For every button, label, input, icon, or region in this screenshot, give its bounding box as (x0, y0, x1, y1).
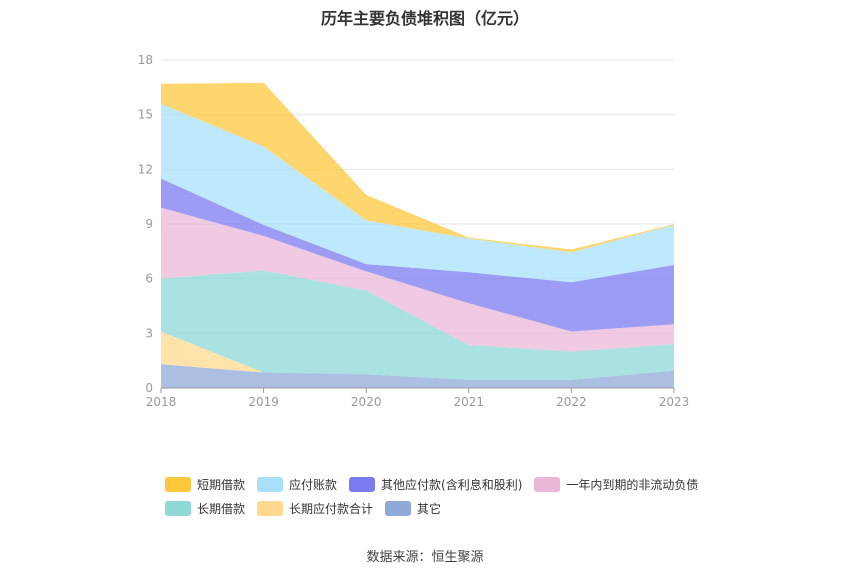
legend-swatch (385, 500, 412, 516)
legend-swatch (165, 476, 191, 492)
legend-item[interactable]: 应付账款 (257, 476, 337, 493)
area-series-长期借款 (161, 270, 674, 380)
legend-swatch (257, 476, 284, 492)
y-tick-label: 6 (145, 272, 153, 286)
legend-item[interactable]: 长期借款 (165, 500, 245, 517)
x-tick-label: 2020 (351, 395, 382, 409)
area-series-group (161, 82, 674, 388)
legend-item[interactable]: 其它 (385, 500, 441, 517)
x-tick-label: 2022 (556, 395, 587, 409)
x-axis-ticks: 2018 2019 2020 2021 2022 2023 (146, 395, 690, 409)
y-tick-label: 18 (138, 53, 153, 67)
x-axis (160, 387, 675, 393)
legend-label: 长期借款 (197, 501, 246, 516)
y-tick-label: 0 (145, 381, 153, 395)
legend-row: 短期借款 应付账款 其他应付款(含利息和股利) 一年内到期的非流动负债 (165, 472, 725, 496)
x-tick-label: 2023 (659, 395, 690, 409)
legend-swatch (349, 476, 376, 492)
data-source: 数据来源：恒生聚源 (366, 550, 484, 565)
area-series-一年内到期的非流动负债 (161, 207, 674, 352)
legend-label: 应付账款 (289, 477, 338, 492)
x-tick-label: 2019 (248, 395, 279, 409)
x-tick-label: 2018 (146, 395, 177, 409)
legend-swatch (257, 500, 284, 516)
area-series-其他应付款(含利息和股利) (161, 178, 674, 332)
legend-row: 长期借款 长期应付款合计 其它 (165, 496, 725, 520)
legend-item[interactable]: 一年内到期的非流动负债 (534, 476, 698, 493)
legend-item[interactable]: 长期应付款合计 (257, 500, 373, 517)
legend-label: 短期借款 (197, 477, 246, 492)
y-tick-label: 9 (145, 217, 153, 231)
legend-item[interactable]: 其他应付款(含利息和股利) (349, 476, 522, 493)
y-axis-ticks: 0 3 6 9 12 15 18 (138, 53, 153, 395)
legend-swatch (165, 500, 191, 516)
legend: 短期借款 应付账款 其他应付款(含利息和股利) 一年内到期的非流动负债 长期借款 长期应… (165, 472, 725, 520)
chart-title: 历年主要负债堆积图（亿元） (320, 9, 529, 28)
legend-item[interactable]: 短期借款 (165, 476, 245, 493)
legend-label: 长期应付款合计 (289, 501, 374, 516)
y-tick-label: 15 (138, 108, 153, 122)
area-series-短期借款 (161, 82, 674, 253)
y-tick-label: 3 (145, 326, 153, 340)
legend-swatch (534, 476, 561, 492)
stacked-area-chart: 0 3 6 9 12 15 18 2018 2019 2020 2021 2022 2023 (138, 53, 690, 409)
x-tick-label: 2021 (454, 395, 485, 409)
legend-label: 其它 (417, 501, 442, 516)
legend-label: 一年内到期的非流动负债 (566, 477, 699, 492)
y-tick-label: 12 (138, 162, 153, 176)
area-series-应付账款 (161, 103, 674, 283)
area-series-其它 (161, 364, 674, 388)
legend-label: 其他应付款(含利息和股利) (381, 477, 523, 492)
